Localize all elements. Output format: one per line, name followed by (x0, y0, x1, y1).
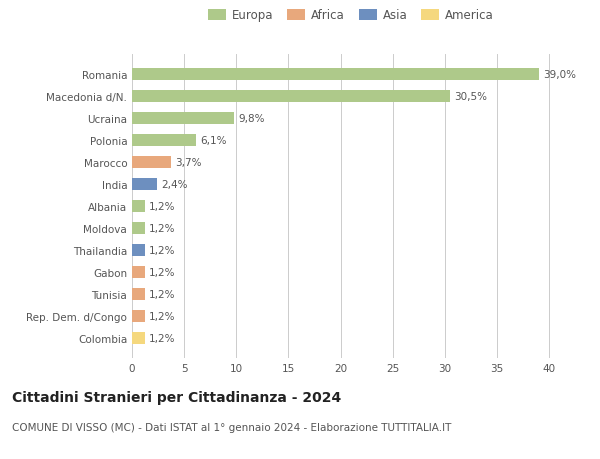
Bar (132, 134, 196, 147)
Text: 1,2%: 1,2% (149, 224, 175, 234)
Text: Cittadini Stranieri per Cittadinanza - 2024: Cittadini Stranieri per Cittadinanza - 2… (12, 390, 341, 404)
Text: 3,7%: 3,7% (175, 158, 201, 168)
Bar (132, 223, 145, 235)
Text: 1,2%: 1,2% (149, 268, 175, 277)
Bar (132, 113, 234, 125)
Bar (132, 266, 145, 279)
Bar (132, 91, 450, 103)
Text: 2,4%: 2,4% (161, 179, 188, 190)
Text: 1,2%: 1,2% (149, 246, 175, 255)
Text: 1,2%: 1,2% (149, 202, 175, 212)
Bar (132, 69, 539, 81)
Bar (132, 244, 145, 257)
Bar (132, 332, 145, 344)
Text: 39,0%: 39,0% (543, 70, 576, 80)
Bar (132, 288, 145, 300)
Legend: Europa, Africa, Asia, America: Europa, Africa, Asia, America (208, 10, 494, 22)
Bar (132, 310, 145, 322)
Text: 1,2%: 1,2% (149, 333, 175, 343)
Bar (132, 179, 157, 190)
Bar (132, 157, 170, 169)
Text: 30,5%: 30,5% (454, 92, 487, 102)
Bar (132, 201, 145, 213)
Text: 6,1%: 6,1% (200, 136, 226, 146)
Text: 9,8%: 9,8% (238, 114, 265, 124)
Text: 1,2%: 1,2% (149, 311, 175, 321)
Text: COMUNE DI VISSO (MC) - Dati ISTAT al 1° gennaio 2024 - Elaborazione TUTTITALIA.I: COMUNE DI VISSO (MC) - Dati ISTAT al 1° … (12, 422, 451, 432)
Text: 1,2%: 1,2% (149, 289, 175, 299)
